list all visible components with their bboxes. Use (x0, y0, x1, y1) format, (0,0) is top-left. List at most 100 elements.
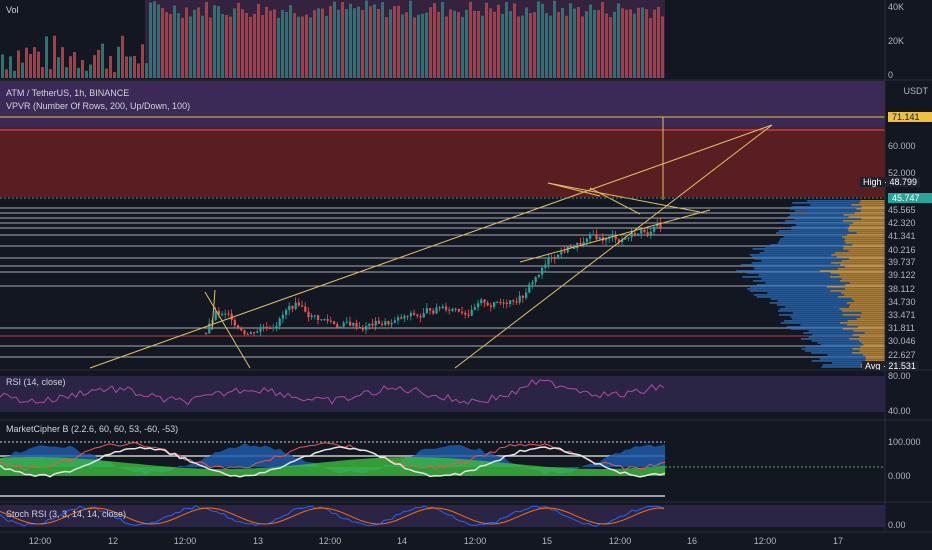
vpvr-bar-down (847, 228, 885, 230)
volume-bars (1, 0, 664, 79)
candle-body (473, 307, 476, 310)
candle-body (633, 232, 636, 236)
vpvr-bar-up (820, 344, 864, 346)
candle-body (534, 276, 537, 283)
vpvr-bar-down (837, 296, 885, 298)
candle-body (502, 302, 505, 304)
volume-bar (25, 47, 28, 78)
volume-bar (369, 6, 372, 79)
vpvr-bar-up (792, 318, 857, 320)
vpvr-bar-down (860, 210, 885, 212)
candle-body (627, 237, 630, 239)
volume-bar (325, 15, 328, 79)
volume-bar (9, 56, 12, 78)
candle-body (416, 314, 419, 316)
volume-bar (525, 7, 528, 79)
volume-bar (277, 17, 280, 79)
vol-tick-0: 0 (888, 70, 894, 80)
volume-bar (29, 54, 32, 78)
volume-bar (661, 16, 664, 78)
volume-bar (445, 16, 448, 78)
volume-bar (377, 8, 380, 78)
vpvr-bar-up (764, 250, 849, 252)
candle-body (537, 274, 540, 277)
vpvr-bar-down (831, 262, 885, 264)
candle-body (553, 257, 556, 259)
time-tick-label: 16 (687, 536, 697, 546)
candle-body (281, 314, 284, 319)
volume-bar (293, 13, 296, 79)
candle-body (230, 313, 233, 321)
volume-bar (329, 6, 332, 78)
vpvr-bar-up (790, 214, 844, 216)
volume-bar (501, 13, 504, 79)
candle-body (563, 251, 566, 253)
volume-bar (573, 8, 576, 78)
vpvr-bar-down (847, 234, 885, 236)
candle-body (531, 282, 534, 285)
vpvr-bar-down (844, 266, 885, 268)
candle-body (445, 306, 448, 310)
candle-body (400, 317, 403, 319)
volume-bar (153, 1, 156, 79)
candle-body (489, 305, 492, 307)
price-axis-label: 52.000 (888, 168, 916, 178)
candle-body (499, 302, 502, 304)
volume-bar (593, 9, 596, 79)
vpvr-bar-up (811, 340, 859, 342)
candle-body (387, 321, 390, 325)
candle-body (403, 315, 406, 319)
candle-body (384, 321, 387, 325)
vpvr-bar-down (819, 270, 885, 272)
candle-body (480, 299, 483, 304)
vpvr-bar-down (852, 244, 885, 246)
volume-bar (481, 15, 484, 78)
mc-money-flow-green (0, 457, 665, 476)
vpvr-bar-up (740, 264, 841, 266)
vpvr-bar-down (845, 284, 885, 286)
marketcipher-pane (0, 441, 885, 497)
volume-bar (349, 3, 352, 78)
vpvr-bar-up (810, 204, 852, 206)
vpvr-bar-up (736, 270, 820, 272)
candle-body (611, 234, 614, 237)
candle-body (493, 302, 496, 307)
volume-bar (629, 9, 632, 79)
vpvr-bar-up (790, 316, 861, 318)
purple-zone (0, 81, 885, 127)
volume-bar (169, 14, 172, 79)
candle-body (438, 307, 441, 309)
candle-body (512, 300, 515, 302)
candle-body (365, 326, 368, 330)
candle-body (515, 301, 518, 303)
vpvr-bar-up (791, 228, 848, 230)
volume-bar (521, 15, 524, 78)
vpvr-bar-up (778, 310, 842, 312)
vpvr-bar-down (844, 240, 885, 242)
mc-wave-white (0, 446, 666, 478)
volume-bar (437, 11, 440, 78)
candle-body (454, 308, 457, 310)
volume-bar (53, 35, 56, 78)
candle-body (592, 234, 595, 236)
vpvr-bar-up (790, 328, 843, 330)
time-tick-label: 14 (397, 536, 407, 546)
volume-bar (13, 70, 16, 78)
candle-body (374, 320, 377, 326)
volume-bar (21, 62, 24, 78)
candle-body (464, 312, 467, 315)
volume-bar (317, 8, 320, 78)
vol-tick-20k: 20K (888, 36, 905, 46)
price-pane (0, 81, 885, 369)
vpvr-bar-up (742, 276, 830, 278)
volume-bar (217, 6, 220, 79)
vpvr-bar-up (806, 212, 855, 214)
volume-bar (57, 57, 60, 78)
trendline-lower (454, 124, 773, 369)
volume-bar (613, 11, 616, 78)
volume-bar (621, 8, 624, 78)
time-tick-label: 12:00 (754, 536, 777, 546)
volume-bar (465, 9, 468, 78)
volume-bar (121, 35, 124, 78)
